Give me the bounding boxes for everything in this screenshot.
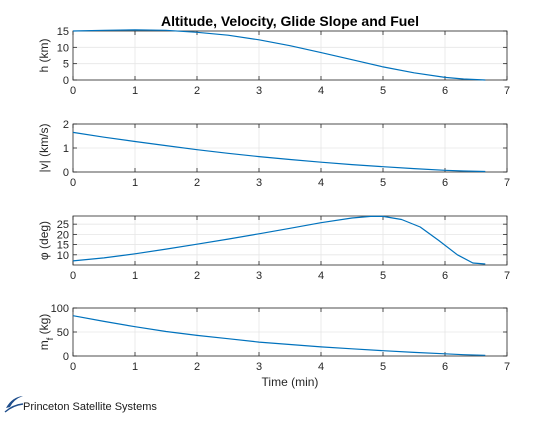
x-tick-label: 3 bbox=[256, 85, 262, 97]
y-tick-label: 5 bbox=[63, 59, 69, 71]
x-tick-label: 0 bbox=[70, 270, 76, 282]
x-tick-label: 2 bbox=[194, 85, 200, 97]
series-line-1 bbox=[72, 215, 486, 265]
x-tick-label: 2 bbox=[194, 177, 200, 189]
x-tick-label: 1 bbox=[132, 177, 138, 189]
x-tick-label: 5 bbox=[380, 177, 386, 189]
y-axis-label: mf (kg) bbox=[37, 314, 55, 351]
x-tick-label: 4 bbox=[318, 270, 324, 282]
x-tick-label: 3 bbox=[256, 177, 262, 189]
x-tick-label: 6 bbox=[442, 270, 448, 282]
x-axis-label: Time (min) bbox=[262, 375, 319, 389]
y-tick-label: 15 bbox=[57, 240, 69, 252]
x-tick-label: 6 bbox=[442, 361, 448, 373]
brand-name: Princeton Satellite Systems bbox=[23, 401, 157, 413]
y-tick-label: 10 bbox=[57, 250, 69, 262]
x-tick-label: 6 bbox=[442, 177, 448, 189]
x-tick-label: 2 bbox=[194, 361, 200, 373]
subplot-2: 0 1 2 3 4 5 6 7 0 1 2 |v| (km/s) bbox=[37, 119, 510, 189]
y-tick-label: 50 bbox=[57, 327, 69, 339]
x-tick-label: 5 bbox=[380, 361, 386, 373]
x-tick-label: 3 bbox=[256, 361, 262, 373]
axes-background bbox=[73, 216, 507, 265]
x-tick-label: 7 bbox=[504, 270, 510, 282]
x-tick-label: 5 bbox=[380, 85, 386, 97]
x-tick-label: 1 bbox=[132, 361, 138, 373]
y-tick-label: 0 bbox=[63, 75, 69, 87]
series-line-1 bbox=[72, 131, 486, 173]
axes-frame bbox=[72, 30, 508, 81]
y-tick-label: 0 bbox=[63, 351, 69, 363]
x-tick-label: 5 bbox=[380, 270, 386, 282]
x-tick-label: 3 bbox=[256, 270, 262, 282]
x-tick-label: 1 bbox=[132, 270, 138, 282]
x-tick-label: 7 bbox=[504, 177, 510, 189]
x-tick-label: 6 bbox=[442, 85, 448, 97]
brand-footer: Princeton Satellite Systems bbox=[4, 391, 157, 417]
y-axis-label: |v| (km/s) bbox=[37, 124, 51, 173]
brand-logo-icon bbox=[4, 396, 24, 413]
series-line-1 bbox=[72, 315, 486, 356]
y-tick-label: 10 bbox=[57, 42, 69, 54]
y-axis-label: h (km) bbox=[37, 39, 51, 73]
y-axis-label: φ (deg) bbox=[37, 221, 51, 260]
x-tick-label: 4 bbox=[318, 361, 324, 373]
series-line-1 bbox=[72, 29, 486, 81]
axes-frame bbox=[72, 215, 508, 266]
x-tick-label: 0 bbox=[70, 177, 76, 189]
axes-background bbox=[73, 31, 507, 80]
x-tick-label: 4 bbox=[318, 85, 324, 97]
y-tick-label: 25 bbox=[57, 219, 69, 231]
y-tick-label: 0 bbox=[63, 167, 69, 179]
x-tick-label: 2 bbox=[194, 270, 200, 282]
x-tick-label: 0 bbox=[70, 85, 76, 97]
y-tick-label: 15 bbox=[57, 26, 69, 38]
y-tick-label: 2 bbox=[63, 119, 69, 131]
y-tick-label: 20 bbox=[57, 229, 69, 241]
x-tick-label: 0 bbox=[70, 361, 76, 373]
figure-title: Altitude, Velocity, Glide Slope and Fuel bbox=[161, 13, 419, 29]
y-tick-label: 1 bbox=[63, 143, 69, 155]
subplot-1: 0 1 2 3 4 5 6 7 0 5 10 15 h (km) bbox=[37, 26, 510, 97]
y-tick-label: 100 bbox=[51, 303, 69, 315]
x-tick-label: 7 bbox=[504, 85, 510, 97]
x-tick-label: 7 bbox=[504, 361, 510, 373]
x-tick-label: 1 bbox=[132, 85, 138, 97]
x-tick-label: 4 bbox=[318, 177, 324, 189]
